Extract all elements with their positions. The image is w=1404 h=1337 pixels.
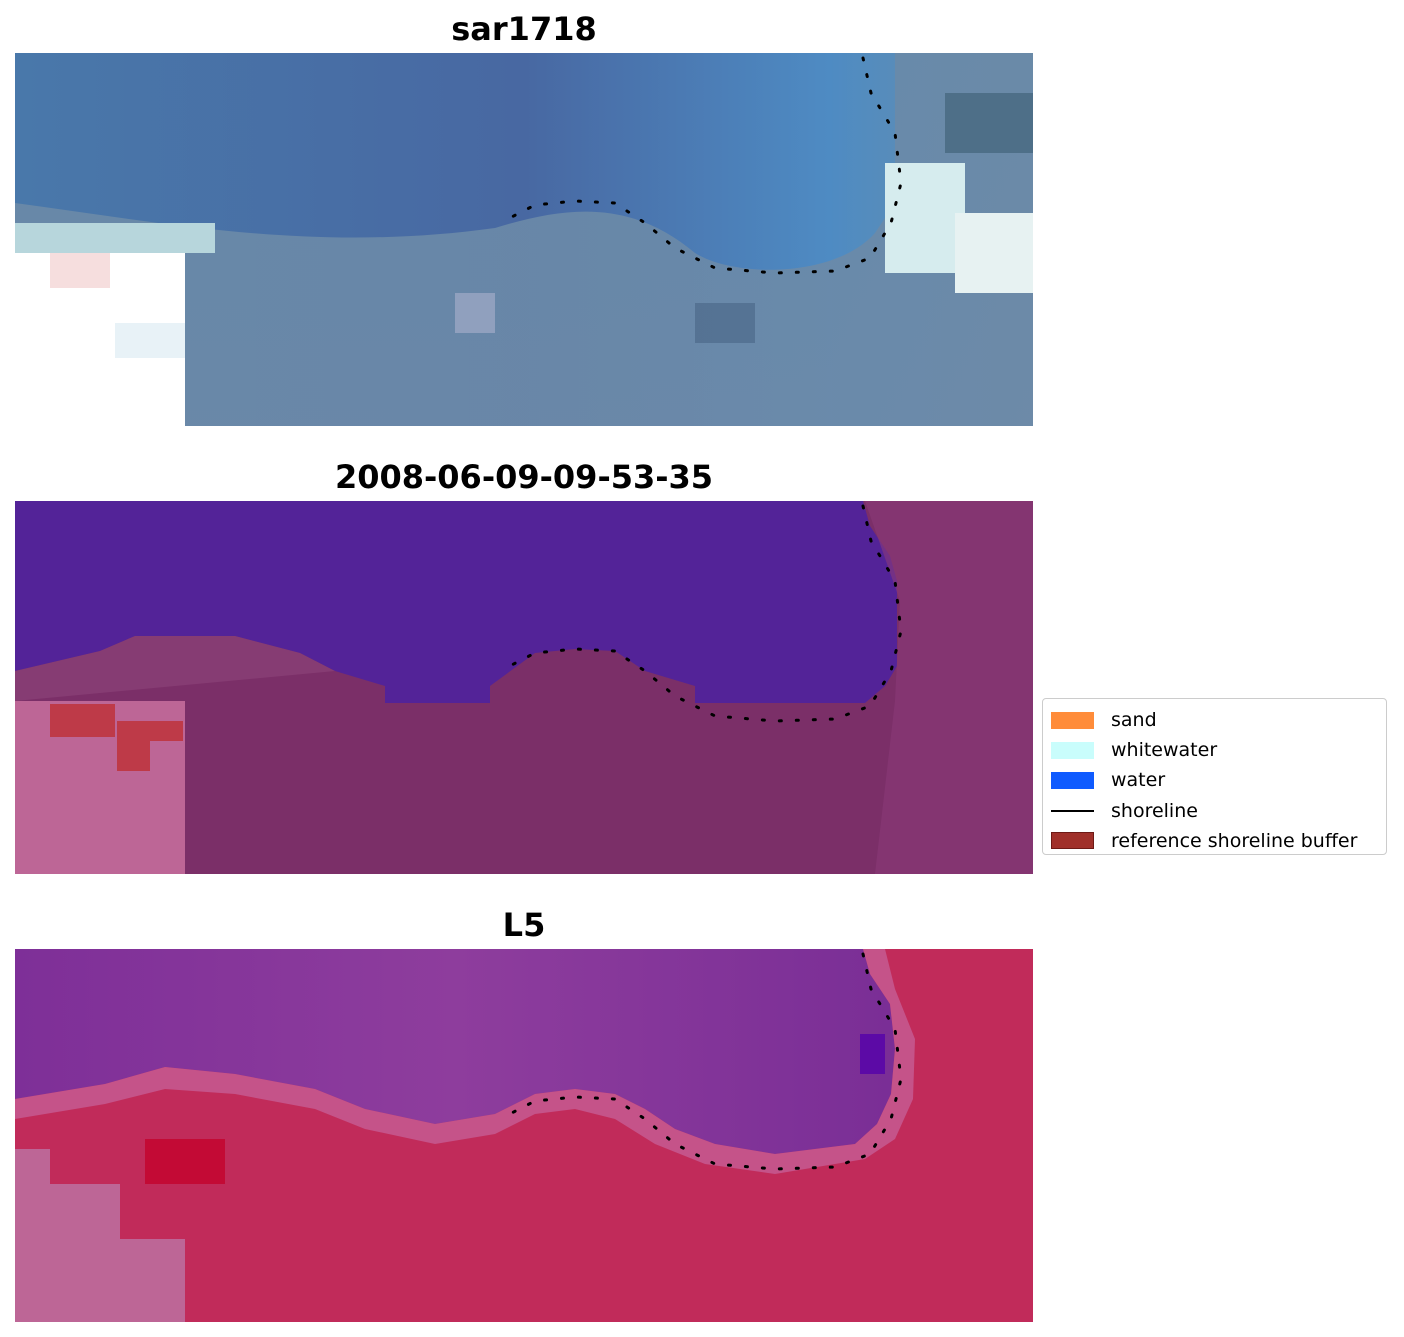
legend-label: shoreline (1111, 799, 1198, 822)
panel-title-rgb: sar1718 (451, 10, 597, 48)
legend-item-water: water (1051, 765, 1378, 795)
classification-image (15, 501, 1033, 874)
index-image (15, 949, 1033, 1322)
shoreline-line-swatch (1051, 809, 1094, 812)
legend-label: water (1111, 769, 1166, 792)
whitewater-swatch (1051, 741, 1094, 759)
legend: sand whitewater water shoreline referenc… (1042, 698, 1387, 855)
legend-label: reference shoreline buffer (1111, 829, 1358, 852)
classification-panel (15, 501, 1033, 874)
legend-item-reference-buffer: reference shoreline buffer (1051, 826, 1378, 856)
water-swatch (1051, 771, 1094, 789)
rgb-image (15, 53, 1033, 426)
legend-item-shoreline: shoreline (1051, 796, 1378, 826)
index-panel (15, 949, 1033, 1322)
panel-title-classification: 2008-06-09-09-53-35 (334, 458, 714, 496)
legend-item-sand: sand (1051, 705, 1378, 735)
sand-swatch (1051, 711, 1094, 729)
legend-label: sand (1111, 709, 1157, 732)
legend-item-whitewater: whitewater (1051, 735, 1378, 765)
reference-buffer-swatch (1051, 832, 1094, 850)
panel-title-index: L5 (502, 906, 546, 944)
rgb-image-panel (15, 53, 1033, 426)
legend-label: whitewater (1111, 739, 1218, 762)
